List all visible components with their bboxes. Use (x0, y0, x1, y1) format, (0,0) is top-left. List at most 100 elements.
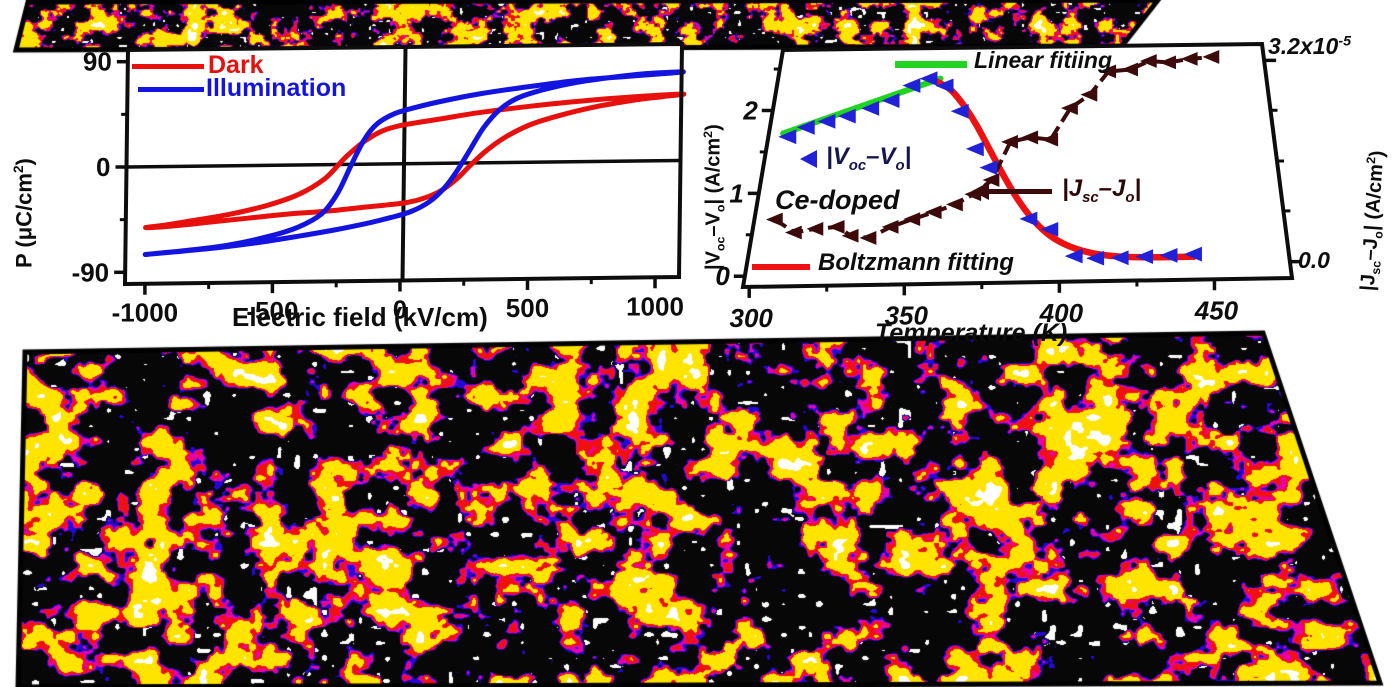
jsc-data-marker (1121, 62, 1138, 77)
voc-axis-sup: 2 (701, 130, 715, 138)
jsc-data-marker (1041, 132, 1059, 147)
voc-data-marker (979, 160, 998, 176)
jsc-data-marker (1099, 64, 1117, 79)
jsc-data-marker (784, 225, 802, 240)
temperature-axis-label: Temperature (K) (875, 319, 1068, 347)
electric-field-axis-label: Electric field (kV/cm) (232, 302, 488, 332)
jsc-axis-sup: 2 (1363, 156, 1379, 165)
voc-data-marker (965, 141, 984, 157)
voc-p1: |V (826, 143, 849, 170)
jsc-p1: |J (1062, 175, 1083, 202)
voc-data-marker (1040, 221, 1059, 237)
p-label-sup: 2 (11, 165, 26, 174)
temp-plot-background (743, 44, 1292, 287)
p-label-close: ) (11, 158, 37, 166)
voc-data-marker (1110, 250, 1129, 266)
jsc-s1: sc (1082, 189, 1099, 206)
voc-p2: –V (866, 143, 896, 170)
p-label-unit: μC/cm (11, 173, 37, 241)
jsc-axis-s2: o (1371, 230, 1386, 240)
voc-data-marker (837, 108, 856, 124)
jsc-data-marker (841, 228, 859, 243)
hysteresis-loop-dark (143, 91, 687, 231)
voc-axis-p3: | (A/cm (702, 137, 725, 205)
illumination-legend-line (138, 87, 204, 92)
voc-data-marker (778, 129, 797, 145)
illumination-legend-label: Illumination (206, 74, 347, 102)
dark-legend-line (132, 64, 204, 69)
jsc-p2: –J (1098, 175, 1126, 202)
jsc-axis-p2: –J (1358, 237, 1383, 262)
zero-field-line (400, 46, 408, 281)
dark-legend-label: Dark (208, 51, 264, 79)
jsc-legend-label: |Jsc–Jo| (1062, 176, 1141, 206)
y-tick-label: -90 (72, 257, 110, 287)
jsc-data-marker (881, 219, 899, 234)
pe-hysteresis-chart: -1000 -500 0 500 1000 90 0 -90 Dark Illuminatio… (0, 40, 710, 340)
x-tick-label: -1000 (112, 298, 179, 328)
sample-annotation: Ce-doped (775, 185, 900, 215)
linear-fit-legend-line (895, 61, 967, 68)
voc-axis-s1: oc (713, 236, 728, 252)
p-label-text: P ( (11, 240, 37, 268)
jsc-data-marker (827, 219, 845, 234)
jsc-data-marker (1001, 134, 1018, 149)
voc-data-marker (950, 103, 969, 119)
pe-hysteresis-plot: -1000 -500 0 500 1000 90 0 -90 (72, 41, 687, 328)
boltzmann-legend-line (752, 264, 810, 270)
voc-axis-label: |Voc–Vo| (A/cm2) (701, 124, 728, 270)
jsc-data-marker (1202, 50, 1220, 64)
voc-axis-p1: |V (702, 251, 725, 270)
jsc-legend-line (986, 189, 1052, 194)
voc-data-marker (935, 78, 954, 94)
jsc-p3: | (1134, 175, 1142, 202)
x-tick-label: 500 (506, 293, 549, 323)
voc-data-marker (902, 78, 921, 93)
hysteresis-loop-illumination (142, 69, 686, 258)
right-axis-min-label: 0.0 (1298, 247, 1330, 273)
y-tick-label: 0 (715, 261, 730, 291)
voc-axis-p2: –V (702, 212, 725, 237)
boltzmann-legend-label: Boltzmann fitting (818, 249, 1014, 276)
voc-data-marker (919, 71, 938, 87)
temp-plot-border (740, 41, 1295, 290)
sci-base: 3.2x10 (1268, 33, 1339, 59)
sci-exp: -5 (1338, 33, 1352, 50)
jsc-data-marker (982, 173, 1000, 187)
jsc-legend-marker (972, 182, 989, 200)
voc-p3: | (904, 143, 912, 170)
voc-data-marker (1086, 250, 1105, 266)
x-tick-label: -500 (246, 296, 298, 326)
y-tick-label: 2 (742, 95, 758, 125)
voc-data-marker (1135, 249, 1154, 264)
voc-data-marker (1019, 211, 1038, 227)
jsc-data-marker (1021, 130, 1039, 145)
voc-data-marker (1184, 246, 1202, 262)
polarization-axis-label: P (μC/cm2) (11, 158, 37, 268)
jsc-data-marker (1061, 101, 1078, 115)
pfm-texture-image (0, 325, 1398, 687)
jsc-data-marker (1080, 87, 1098, 102)
voc-s2: o (895, 157, 905, 174)
voc-data-marker (861, 100, 880, 116)
x-tick-label: 0 (393, 295, 407, 325)
voc-legend-marker (800, 150, 817, 168)
voc-axis-p4: ) (702, 124, 725, 131)
jsc-data-marker (806, 221, 824, 236)
jsc-axis-s1: sc (1368, 260, 1384, 276)
voc-axis-s2: o (713, 204, 728, 213)
jsc-data-marker (1139, 54, 1157, 68)
voc-legend-label: |Voc–Vo| (826, 144, 911, 174)
voc-data-marker (881, 93, 900, 108)
y-tick-label: 90 (83, 47, 112, 77)
jsc-data-marker (1180, 51, 1198, 66)
jsc-data-marker (903, 212, 921, 226)
jsc-axis-p4: ) (1365, 149, 1389, 158)
x-tick-label: 450 (1194, 295, 1239, 325)
voc-s1: oc (848, 157, 867, 174)
jsc-data-marker (765, 212, 783, 227)
voc-data-marker (1159, 248, 1178, 263)
temperature-plot: 300 350 400 450 0 1 2 (715, 41, 1302, 333)
jsc-axis-p1: |J (1356, 273, 1380, 292)
